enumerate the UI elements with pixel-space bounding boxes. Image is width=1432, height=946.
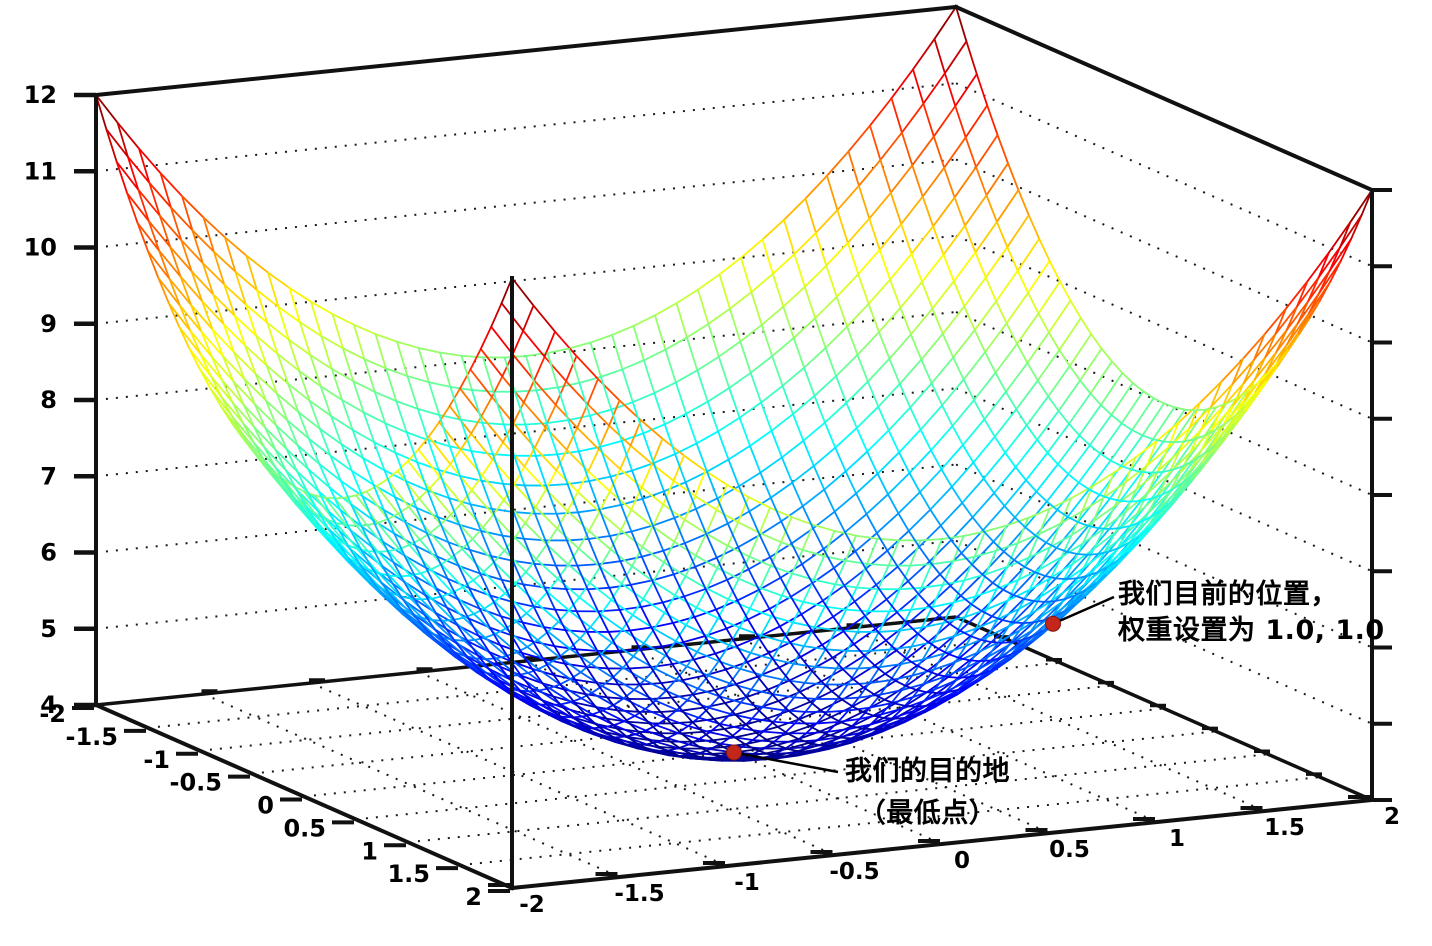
tick-label: -1.5 [66, 723, 118, 751]
tick-label: -1 [734, 870, 760, 896]
tick-label: 6 [40, 539, 57, 567]
tick-label: 0.5 [1049, 837, 1090, 863]
tick-label: 0.5 [283, 814, 326, 842]
tick-label: -2 [39, 700, 66, 728]
tick-label: 9 [40, 310, 57, 338]
annotation-current-position: 我们目前的位置， 权重设置为 1.0, 1.0 [1118, 577, 1385, 649]
tick-label: -0.5 [829, 859, 879, 885]
annotation-destination-line1: 我们的目的地 [845, 756, 1010, 787]
tick-label: 12 [24, 81, 57, 109]
tick-label: 1.5 [1264, 815, 1305, 841]
tick-label: -1 [143, 746, 170, 774]
tick-label: 0 [954, 848, 970, 874]
tick-label: -2 [519, 892, 545, 918]
tick-label: 7 [40, 462, 57, 490]
tick-label: 1 [361, 837, 378, 865]
annotation-current-line2: 权重设置为 1.0, 1.0 [1118, 615, 1385, 646]
tick-label: 8 [40, 386, 57, 414]
tick-label: 1 [1169, 826, 1185, 852]
tick-label: 2 [1384, 804, 1400, 830]
minimum-point-marker [726, 744, 742, 761]
annotation-destination: 我们的目的地 （最低点） [845, 751, 1010, 835]
tick-label: 4 [40, 691, 57, 719]
tick-label: 10 [24, 234, 57, 262]
current-position-marker [1045, 615, 1061, 632]
annotation-current-line1: 我们目前的位置， [1118, 579, 1338, 610]
tick-label: -0.5 [170, 769, 222, 797]
tick-label: 11 [24, 157, 57, 185]
annotation-destination-line2: （最低点） [858, 798, 997, 829]
tick-label: -1.5 [614, 881, 664, 907]
tick-label: 5 [40, 615, 57, 643]
tick-label: 1.5 [387, 860, 430, 888]
tick-label: 2 [465, 883, 482, 911]
tick-label: 0 [257, 792, 274, 820]
